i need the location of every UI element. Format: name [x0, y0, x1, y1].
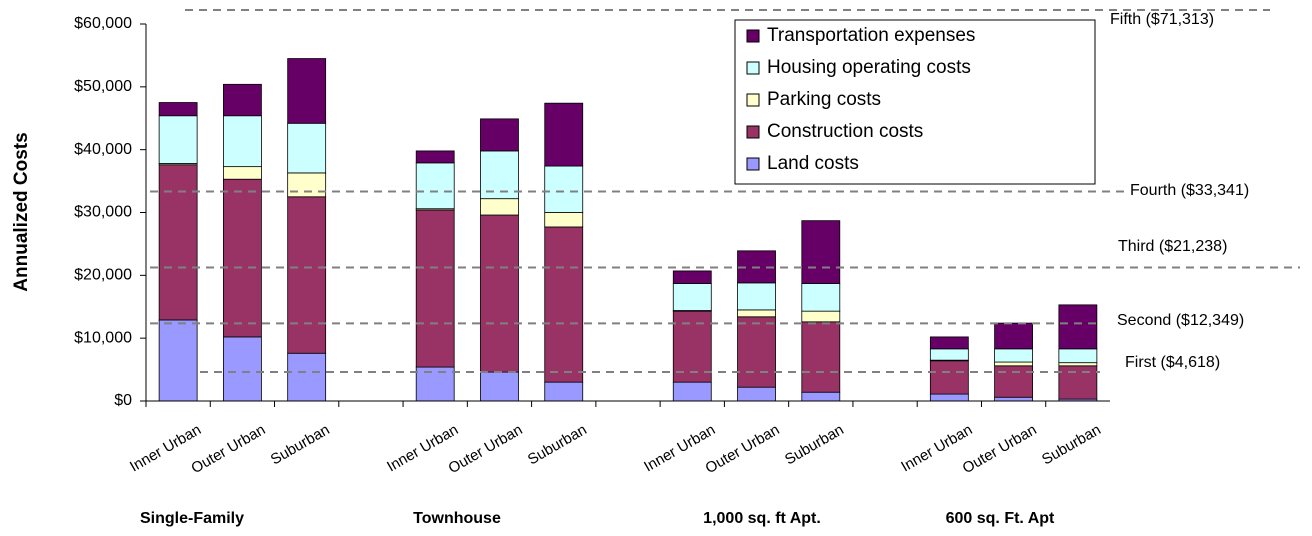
group-label: 600 sq. Ft. Apt — [946, 510, 1055, 527]
group-label: 1,000 sq. ft Apt. — [703, 510, 821, 527]
reference-label: Fourth ($33,341) — [1130, 182, 1249, 199]
bar-segment — [222, 336, 262, 402]
bar-segment — [994, 396, 1033, 402]
y-tick-label: $40,000 — [74, 141, 132, 158]
legend-swatch — [746, 29, 760, 43]
legend-label: Land costs — [767, 153, 859, 174]
bar-segment — [1058, 362, 1098, 367]
y-tick-label: $0 — [114, 392, 132, 409]
bar-segment — [994, 348, 1033, 363]
bar-segment — [415, 150, 455, 164]
bar-segment — [544, 165, 584, 213]
bar-segment — [801, 310, 841, 323]
y-tick-label: $30,000 — [74, 204, 132, 221]
bar-segment — [737, 316, 776, 388]
bar-segment — [994, 322, 1033, 350]
bar-segment — [544, 212, 584, 228]
y-tick-label: $10,000 — [74, 329, 132, 346]
bar-segment — [737, 386, 776, 402]
bar-segment — [929, 348, 969, 361]
bar-segment — [929, 360, 969, 395]
bar-segment — [480, 118, 519, 152]
reference-label: Second ($12,349) — [1117, 312, 1244, 329]
legend-box — [734, 19, 1096, 185]
bar-segment — [287, 58, 327, 124]
bar-segment — [544, 381, 584, 402]
bar-segment — [287, 352, 327, 402]
y-axis-title: Annualized Costs — [11, 132, 32, 291]
legend-label: Construction costs — [767, 121, 923, 142]
bar-segment — [801, 220, 841, 284]
bar-segment — [158, 164, 198, 321]
bar-segment — [158, 102, 198, 117]
bar-segment — [994, 361, 1033, 367]
bar-segment — [222, 115, 262, 168]
bar-segment — [1058, 348, 1098, 364]
bar-segment — [287, 122, 327, 174]
legend-label: Housing operating costs — [767, 57, 971, 78]
x-tick-label: Suburban — [1039, 421, 1104, 468]
legend-swatch — [746, 93, 760, 107]
bar-segment — [415, 162, 455, 210]
bar-segment — [994, 365, 1033, 398]
group-label: Single-Family — [140, 510, 244, 527]
bar-segment — [672, 283, 712, 311]
bar-segment — [287, 172, 327, 198]
y-tick-label: $50,000 — [74, 78, 132, 95]
bar-segment — [480, 214, 519, 373]
reference-label: Third ($21,238) — [1118, 238, 1227, 255]
bar-segment — [672, 310, 712, 383]
legend-label: Parking costs — [767, 89, 881, 110]
bar-segment — [801, 283, 841, 312]
bar-segment — [801, 391, 841, 402]
bar-segment — [929, 336, 969, 350]
y-tick-label: $60,000 — [74, 15, 132, 32]
bar-segment — [415, 366, 455, 402]
bar-segment — [287, 196, 327, 354]
bar-segment — [672, 381, 712, 402]
legend-swatch — [746, 61, 760, 75]
y-tick-label: $20,000 — [74, 267, 132, 284]
reference-label: First ($4,618) — [1125, 354, 1220, 371]
bar-segment — [672, 270, 712, 284]
bar-segment — [222, 178, 262, 338]
bar-segment — [801, 321, 841, 393]
bar-segment — [222, 83, 262, 117]
bar-segment — [737, 282, 776, 311]
bar-segment — [1058, 304, 1098, 350]
bar-segment — [415, 209, 455, 368]
x-tick-label: Suburban — [782, 421, 847, 468]
bar-segment — [158, 319, 198, 402]
bar-segment — [158, 115, 198, 164]
bar-segment — [480, 371, 519, 402]
bar-segment — [544, 226, 584, 383]
x-tick-label: Suburban — [525, 421, 590, 468]
bar-segment — [480, 198, 519, 216]
x-tick-label: Suburban — [268, 421, 333, 468]
legend-swatch — [746, 157, 760, 171]
reference-label: Fifth ($71,313) — [1110, 11, 1214, 28]
bar-segment — [544, 102, 584, 167]
legend-swatch — [746, 125, 760, 139]
bar-segment — [929, 393, 969, 402]
bar-segment — [1058, 365, 1098, 400]
bar-segment — [737, 309, 776, 318]
bar-segment — [222, 166, 262, 180]
legend-label: Transportation expenses — [767, 25, 975, 46]
group-label: Townhouse — [413, 510, 501, 527]
